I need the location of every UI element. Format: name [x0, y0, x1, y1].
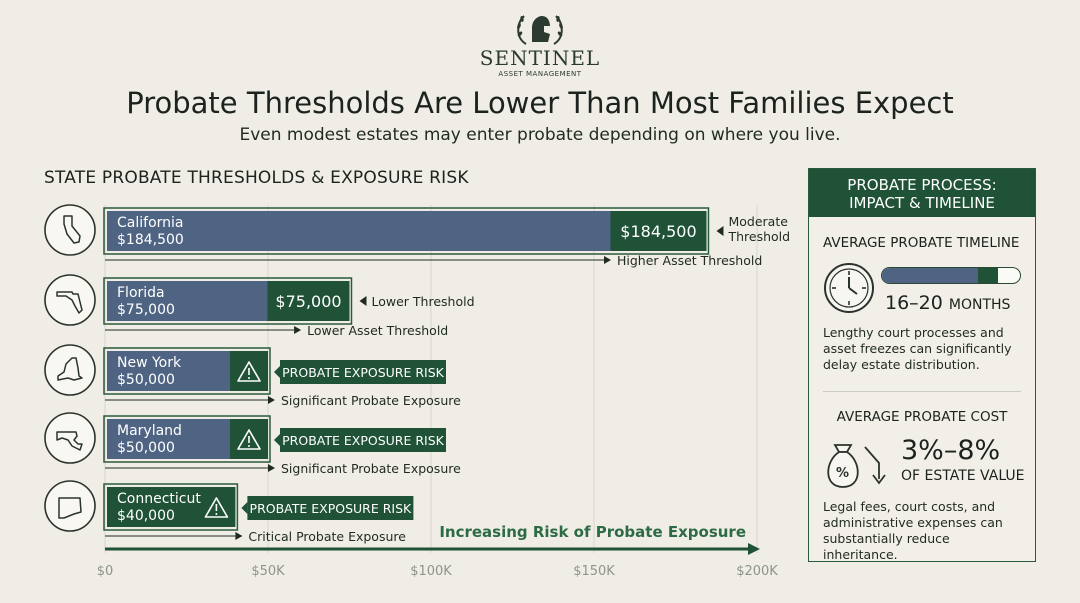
probate-process-panel: PROBATE PROCESS: IMPACT & TIMELINE AVERA… [808, 168, 1036, 562]
timeline-description: Lengthy court processes and asset freeze… [823, 325, 1012, 372]
risk-badge-pointer-2 [274, 366, 280, 378]
brand-tagline: ASSET MANAGEMENT [498, 70, 582, 78]
bar-category-label-1: Florida [117, 285, 165, 301]
bar-4 [107, 487, 236, 527]
chart-gridlines [104, 205, 758, 553]
bar-category-label-2: New York [117, 355, 182, 371]
bar-frame-0 [103, 207, 710, 255]
x-tick-label-2: $100K [410, 564, 452, 579]
row-note-arrowhead-3 [268, 464, 275, 472]
timeline-heading: AVERAGE PROBATE TIMELINE [823, 235, 1020, 251]
bar-amount-label-0: $184,500 [117, 232, 184, 248]
risk-badge-label-3: PROBATE EXPOSURE RISK [282, 433, 445, 448]
cost-unit: OF ESTATE VALUE [901, 468, 1025, 484]
cost-heading: AVERAGE PROBATE COST [836, 409, 1008, 425]
risk-trend-label: Increasing Risk of Probate Exposure [439, 523, 746, 541]
warning-icon-3 [237, 429, 261, 450]
panel-title-line1: PROBATE PROCESS: [847, 176, 997, 194]
timeline-progress-bar [881, 267, 1021, 284]
bar-category-label-3: Maryland [117, 423, 182, 439]
timeline-unit: MONTHS [948, 297, 1011, 313]
panel-divider [823, 391, 1021, 392]
risk-badge-pointer-3 [274, 434, 280, 446]
warning-icon-dot-4 [215, 513, 218, 515]
svg-text:%: % [836, 466, 849, 481]
risk-badge-4 [247, 496, 414, 520]
probate-threshold-chart: California$184,500 $184,500ModerateThresh… [44, 204, 790, 579]
state-outline-icon-1 [56, 291, 83, 314]
cost-description: Legal fees, court costs, and administrat… [823, 499, 1003, 562]
row-note-arrowhead-0 [604, 256, 611, 264]
state-outline-icon-4 [58, 497, 82, 519]
state-badge-1 [44, 274, 96, 326]
page-subtitle: Even modest estates may enter probate de… [239, 125, 841, 145]
row-note-arrowhead-1 [294, 326, 302, 334]
timeline-progress-fill [882, 268, 978, 283]
side-note-line1-0: Moderate [728, 214, 788, 229]
side-note-line2-0: Threshold [727, 229, 790, 244]
bar-value-label-0: $184,500 [620, 222, 696, 241]
bar-amount-label-4: $40,000 [117, 508, 175, 524]
row-note-arrowhead-4 [235, 532, 243, 540]
panel-title-line2: IMPACT & TIMELINE [849, 194, 995, 212]
laurel-helmet-logo-icon [517, 15, 563, 45]
bar-value-cap-0 [610, 211, 707, 251]
row-note-4: Critical Probate Exposure [248, 529, 406, 544]
risk-badge-2 [280, 360, 446, 384]
row-note-0: Higher Asset Threshold [617, 253, 762, 268]
bar-value-cap-1 [267, 281, 350, 321]
warning-icon-dot-3 [248, 445, 250, 447]
state-outline-icon-3 [56, 431, 83, 451]
brand-name: SENTINEL [479, 46, 601, 70]
side-note-pointer-0 [716, 226, 724, 236]
warning-icon-4 [204, 497, 229, 518]
chart-title: STATE PROBATE THRESHOLDS & EXPOSURE RISK [44, 168, 469, 188]
bar-category-label-0: California [117, 215, 183, 231]
warning-icon-2 [237, 361, 261, 382]
side-note-pointer-1 [359, 296, 367, 306]
x-tick-label-0: $0 [97, 564, 114, 579]
row-note-2: Significant Probate Exposure [281, 393, 461, 408]
x-tick-label-1: $50K [251, 564, 285, 579]
bar-value-label-1: $75,000 [275, 292, 341, 311]
clock-icon [824, 263, 874, 313]
bar-amount-label-3: $50,000 [117, 440, 175, 456]
row-note-arrowhead-2 [268, 396, 275, 404]
warning-icon-dot-2 [248, 377, 250, 379]
timeline-value: 16–20 MONTHS [885, 292, 1011, 314]
bar-0 [107, 211, 707, 251]
risk-badge-3 [280, 428, 446, 452]
side-note-1: Lower Threshold [372, 294, 475, 309]
bar-frame-2 [103, 347, 271, 395]
chart-rows: California$184,500 $184,500ModerateThresh… [44, 204, 790, 544]
risk-badge-label-4: PROBATE EXPOSURE RISK [250, 501, 413, 516]
panel-header: PROBATE PROCESS: IMPACT & TIMELINE [809, 169, 1035, 217]
money-bag-down-arrow-icon: % [827, 444, 886, 488]
bar-amount-label-1: $75,000 [117, 302, 175, 318]
risk-badge-pointer-4 [241, 502, 248, 514]
risk-trend-arrowhead [748, 543, 760, 555]
bar-frame-3 [103, 415, 271, 463]
row-note-1: Lower Asset Threshold [307, 323, 448, 338]
bar-frame-4 [103, 483, 239, 531]
chart-x-axis: $0 $50K $100K $150K $200K Increasing Risk of … [97, 523, 779, 579]
timeline-progress-fill-end [977, 268, 999, 283]
state-outline-icon-2 [57, 357, 83, 381]
state-outline-icon-0 [63, 215, 81, 244]
bar-amount-label-2: $50,000 [117, 372, 175, 388]
page-title: Probate Thresholds Are Lower Than Most F… [126, 86, 954, 120]
row-note-3: Significant Probate Exposure [281, 461, 461, 476]
cost-value: 3%–8% [901, 435, 1001, 466]
x-tick-label-3: $150K [573, 564, 615, 579]
bar-frame-1 [103, 277, 353, 325]
x-tick-label-4: $200K [736, 564, 778, 579]
risk-badge-label-2: PROBATE EXPOSURE RISK [282, 365, 445, 380]
bar-category-label-4: Connecticut [117, 491, 201, 507]
